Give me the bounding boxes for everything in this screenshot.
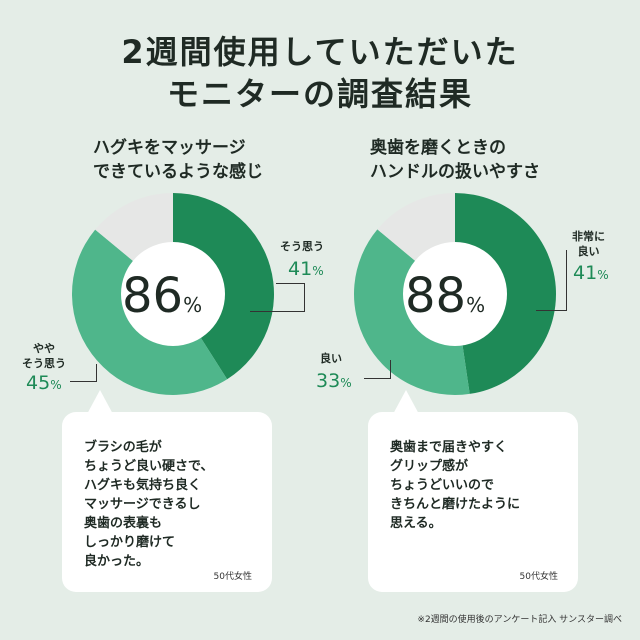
- right-chart-title-line: ハンドルの扱いやすさ: [370, 162, 540, 182]
- right-donut-hole: [403, 242, 507, 346]
- page-title-line-2: モニターの調査結果: [166, 75, 473, 113]
- left-comment-author: 50代女性: [213, 572, 252, 582]
- slice-value-number: 33: [316, 370, 341, 392]
- slice-value-number: 45: [26, 372, 51, 394]
- right-bubble-tail: [392, 390, 420, 416]
- left-leader-vertical-2: [96, 364, 97, 382]
- slice-value-unit: %: [50, 378, 62, 392]
- right-leader-vertical-1: [566, 250, 567, 310]
- left-headline-value: 86: [122, 268, 184, 324]
- comment-line: グリップ感が: [390, 459, 469, 474]
- left-comment-bubble: ブラシの毛が ちょうど良い硬さで、 ハグキも気持ち良く マッサージできるし 奥歯…: [62, 412, 272, 592]
- right-leader-horizontal-1: [536, 310, 567, 311]
- comment-line: ブラシの毛が: [84, 440, 162, 455]
- slice-label-line: 非常に: [572, 230, 605, 243]
- left-bubble-tail: [86, 390, 114, 416]
- comment-line: 奥歯まで届きやすく: [390, 440, 508, 455]
- slice-label-line: そう思う: [280, 240, 324, 253]
- right-donut-chart: [354, 193, 557, 395]
- right-chart-title: 奥歯を磨くときの ハンドルの扱いやすさ: [370, 136, 540, 184]
- left-leader-horizontal-1: [276, 283, 304, 284]
- right-chart-title-line: 奥歯を磨くときの: [370, 138, 506, 158]
- left-slice-label-yaya: やや そう思う: [22, 341, 66, 371]
- left-leader-vertical-1: [304, 283, 305, 311]
- right-slice-label-hijouni: 非常に 良い: [572, 229, 605, 259]
- slice-value-unit: %: [340, 376, 352, 390]
- right-slice-label-yoi: 良い: [320, 351, 342, 366]
- comment-line: 良かった。: [84, 554, 150, 569]
- slice-value-unit: %: [312, 264, 324, 278]
- comment-line: 奥歯の表裏も: [84, 516, 163, 531]
- comment-line: 思える。: [390, 516, 442, 531]
- left-chart-title-line: ハグキをマッサージ: [93, 138, 246, 158]
- page-title-line-1: 2週間使用していただいた: [121, 33, 519, 71]
- right-slice-value-hijouni: 41%: [573, 262, 609, 286]
- comment-line: マッサージできるし: [84, 497, 201, 512]
- slice-label-line: そう思う: [22, 357, 66, 370]
- slice-label-line: 良い: [320, 352, 342, 365]
- left-headline-percent: 86%: [122, 268, 202, 333]
- right-slice-value-yoi: 33%: [316, 370, 352, 394]
- right-comment-text: 奥歯まで届きやすく グリップ感が ちょうどいいので きちんと磨けたように 思える…: [390, 438, 520, 533]
- slice-label-line: 良い: [577, 245, 600, 258]
- footnote: ※2週間の使用後のアンケート記入 サンスター調べ: [417, 615, 622, 625]
- left-slice-value-yaya: 45%: [26, 372, 62, 396]
- left-comment-text: ブラシの毛が ちょうど良い硬さで、 ハグキも気持ち良く マッサージできるし 奥歯…: [84, 438, 213, 571]
- slice-value-unit: %: [597, 268, 609, 282]
- comment-line: ちょうど良い硬さで、: [84, 459, 214, 474]
- right-headline-value: 88: [405, 268, 467, 324]
- left-donut-chart: [72, 193, 274, 395]
- left-donut-hole: [121, 242, 225, 346]
- right-leader-horizontal-2: [364, 378, 390, 379]
- right-comment-bubble: 奥歯まで届きやすく グリップ感が ちょうどいいので きちんと磨けたように 思える…: [368, 412, 578, 592]
- comment-line: ちょうどいいので: [390, 478, 495, 493]
- slice-value-number: 41: [573, 262, 598, 284]
- right-headline-percent: 88%: [405, 268, 485, 333]
- slice-label-line: やや: [33, 342, 55, 355]
- left-chart-title: ハグキをマッサージ できているような感じ: [93, 136, 263, 184]
- left-leader-horizontal-3: [70, 381, 96, 382]
- left-leader-horizontal-2: [250, 311, 305, 312]
- slice-value-number: 41: [288, 258, 313, 280]
- right-leader-vertical-2: [390, 360, 391, 379]
- left-slice-value-soushiu: 41%: [288, 258, 324, 282]
- right-comment-author: 50代女性: [519, 572, 558, 582]
- left-chart-title-line: できているような感じ: [93, 162, 263, 182]
- right-headline-unit: %: [466, 293, 486, 317]
- comment-line: ハグキも気持ち良く: [84, 478, 202, 493]
- left-headline-unit: %: [183, 293, 203, 317]
- comment-line: しっかり磨けて: [84, 535, 176, 550]
- left-slice-label-soushiu: そう思う: [280, 239, 324, 254]
- comment-line: きちんと磨けたように: [390, 497, 521, 512]
